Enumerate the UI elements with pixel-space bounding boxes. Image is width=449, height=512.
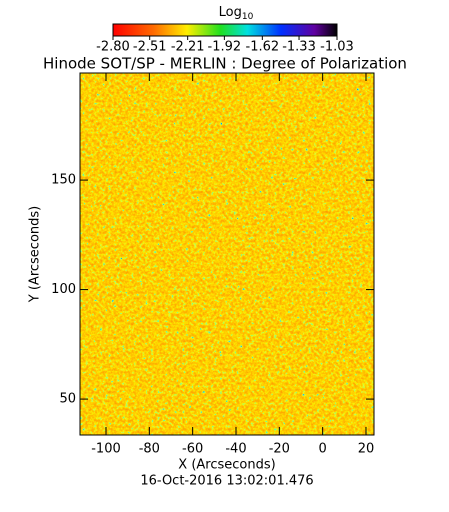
y-tick-label: 150	[51, 173, 76, 188]
colorbar	[112, 23, 338, 37]
x-tick-label: 0	[319, 442, 327, 457]
colorbar-tick-label: -1.92	[208, 40, 242, 55]
y-tick-label: 50	[59, 392, 76, 407]
colorbar-tick-label: -1.62	[246, 40, 280, 55]
colorbar-tick-label: -1.03	[320, 40, 354, 55]
y-axis-label: Y (Arcseconds)	[28, 206, 43, 303]
y-tick-label: 100	[51, 282, 76, 297]
x-axis-label: X (Arcseconds)	[178, 458, 275, 473]
plot-frame	[79, 72, 375, 436]
colorbar-tick-label: -2.21	[171, 40, 205, 55]
subtitle: 16-Oct-2016 13:02:01.476	[140, 474, 313, 489]
x-tick-label: 20	[358, 442, 375, 457]
heatmap-image	[80, 73, 374, 435]
colorbar-title: Log10	[219, 5, 254, 22]
colorbar-tick-label: -1.33	[282, 40, 316, 55]
chart-title: Hinode SOT/SP - MERLIN : Degree of Polar…	[43, 55, 407, 73]
colorbar-tick-label: -2.51	[133, 40, 167, 55]
x-tick-label: -100	[91, 442, 121, 457]
x-tick-label: -20	[269, 442, 290, 457]
x-tick-label: -60	[182, 442, 203, 457]
x-tick-label: -40	[225, 442, 246, 457]
x-tick-label: -80	[139, 442, 160, 457]
colorbar-tick-label: -2.80	[96, 40, 130, 55]
